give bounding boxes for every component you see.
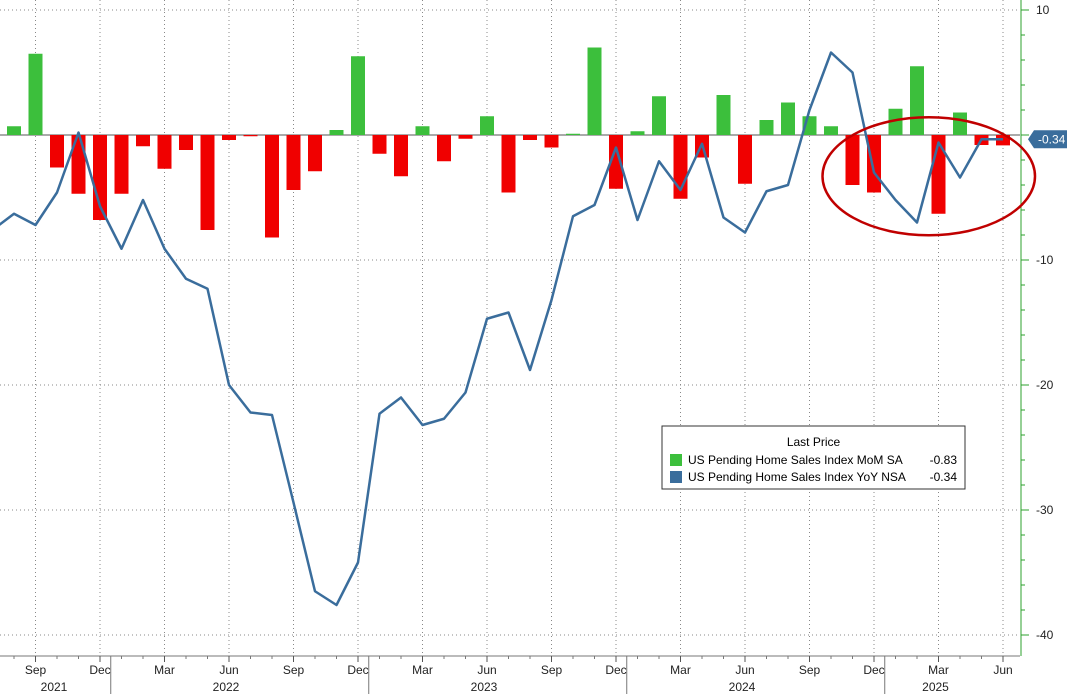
legend-entry-value: -0.34 [930,470,958,484]
legend-swatch [670,471,682,483]
x-tick-label: Dec [863,663,884,677]
mom-bars [7,47,1010,238]
mom-bar [867,135,881,193]
mom-bar [157,135,172,169]
mom-bar [93,135,107,220]
mom-bar [523,135,537,140]
mom-bar [738,135,752,184]
mom-bar [415,126,430,135]
mom-bar [716,95,731,135]
x-year-label: 2024 [729,680,756,694]
x-tick-label: Jun [993,663,1012,677]
highlight-ellipse [821,116,1037,237]
x-tick-label: Mar [670,663,691,677]
mom-bar [501,135,516,193]
highlight-annotation [821,116,1037,237]
mom-bar [953,112,967,135]
mom-bar [652,96,666,135]
x-tick-label: Sep [25,663,47,677]
x-year-label: 2025 [922,680,949,694]
legend-title: Last Price [787,435,841,449]
mom-bar [824,126,838,135]
x-tick-label: Dec [605,663,626,677]
mom-bar [179,135,193,150]
mom-bar [437,135,451,162]
mom-bar [265,135,279,238]
legend-entry-label: US Pending Home Sales Index YoY NSA [688,470,906,484]
last-value-tag [1028,130,1067,149]
legend-entry-value: -0.83 [930,453,958,467]
mom-bar [630,131,645,135]
mom-bar [114,135,129,194]
mom-bar [351,56,365,135]
x-tick-label: Sep [283,663,305,677]
x-tick-label: Mar [412,663,433,677]
mom-bar [609,135,623,189]
mom-bar [910,66,924,135]
x-year-label: 2021 [41,680,68,694]
yoy-line-layer [0,51,1003,607]
mom-bar [28,53,43,135]
mom-bar [458,135,473,139]
y-tick-label: -10 [1036,253,1054,267]
legend: Last Price US Pending Home Sales Index Mo… [661,425,966,490]
x-year-label: 2023 [471,680,498,694]
mom-bar [480,116,494,135]
mom-bar [372,135,387,154]
x-tick-label: Jun [735,663,754,677]
mom-bar [243,135,258,137]
x-axis: Sep Dec Mar Jun Sep Dec Mar Jun Sep Dec Mar Jun Sep D… [0,655,1020,694]
mom-bar [544,135,559,148]
mom-bar [286,135,301,190]
mom-bar [50,135,64,168]
mom-bar [845,135,860,185]
y-axis: 10 -10 -20 -30 -40 -0.34 [1020,0,1067,656]
mom-bar [566,133,580,135]
y-tick-label: -40 [1036,628,1054,642]
mom-bar [71,135,86,194]
legend-box [661,425,966,490]
mom-bar [308,135,322,172]
mom-bar [136,135,150,147]
grid [0,0,1020,656]
mom-bar [781,102,795,135]
y-tick-label: -20 [1036,378,1054,392]
x-tick-label: Jun [477,663,496,677]
mom-bar [394,135,408,177]
last-value-tag-label: -0.34 [1038,132,1066,146]
mom-bar [888,108,903,135]
mom-bar [222,135,236,140]
x-tick-label: Dec [89,663,110,677]
x-tick-label: Jun [219,663,238,677]
mom-bar [329,130,344,135]
x-tick-label: Dec [347,663,368,677]
x-tick-label: Mar [928,663,949,677]
x-tick-label: Mar [154,663,175,677]
mom-bar [7,126,21,135]
x-tick-label: Sep [541,663,563,677]
y-tick-label: -30 [1036,503,1054,517]
x-year-label: 2022 [213,680,240,694]
y-tick-label: 10 [1036,3,1050,17]
x-tick-label: Sep [799,663,821,677]
yoy-line [0,51,1003,607]
legend-entry-label: US Pending Home Sales Index MoM SA [688,453,903,467]
mom-bar [759,120,774,135]
mom-bar [200,135,215,230]
legend-swatch [670,454,682,466]
mom-bar [587,47,602,135]
